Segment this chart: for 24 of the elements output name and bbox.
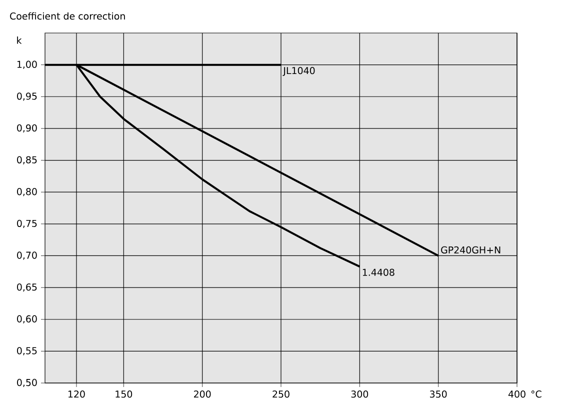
y-tick-label: 0,50: [17, 378, 37, 388]
y-axis-title: k: [17, 36, 22, 44]
y-tick-label: 1,00: [17, 60, 37, 69]
y-tick-label: 0,80: [17, 188, 37, 196]
x-tick-label: 150: [116, 390, 132, 398]
y-tick-label: 0,75: [17, 220, 37, 228]
x-tick-label: 200: [194, 390, 211, 398]
x-tick-label: 350: [430, 390, 447, 398]
y-tick-label: 0,95: [17, 92, 37, 101]
series-label: JL1040: [282, 67, 315, 76]
y-tick-label: 0,90: [17, 124, 37, 133]
y-tick-label: 0,70: [17, 252, 37, 260]
y-tick-label: 0,65: [17, 283, 37, 292]
y-tick-label: 0,55: [17, 347, 37, 356]
series-label: GP240GH+N: [441, 246, 500, 254]
y-tick-label: 0,85: [17, 156, 37, 164]
series-label: 1.4408: [362, 268, 394, 276]
x-tick-label: 250: [272, 390, 290, 398]
x-tick-label: 300: [351, 390, 368, 398]
x-tick-label: 400: [508, 390, 526, 398]
y-tick-label: 0,60: [17, 315, 37, 324]
x-tick-label: 120: [68, 390, 85, 398]
chart-title: Coefficient de correction: [10, 12, 125, 20]
x-axis-title: °C: [531, 390, 542, 398]
